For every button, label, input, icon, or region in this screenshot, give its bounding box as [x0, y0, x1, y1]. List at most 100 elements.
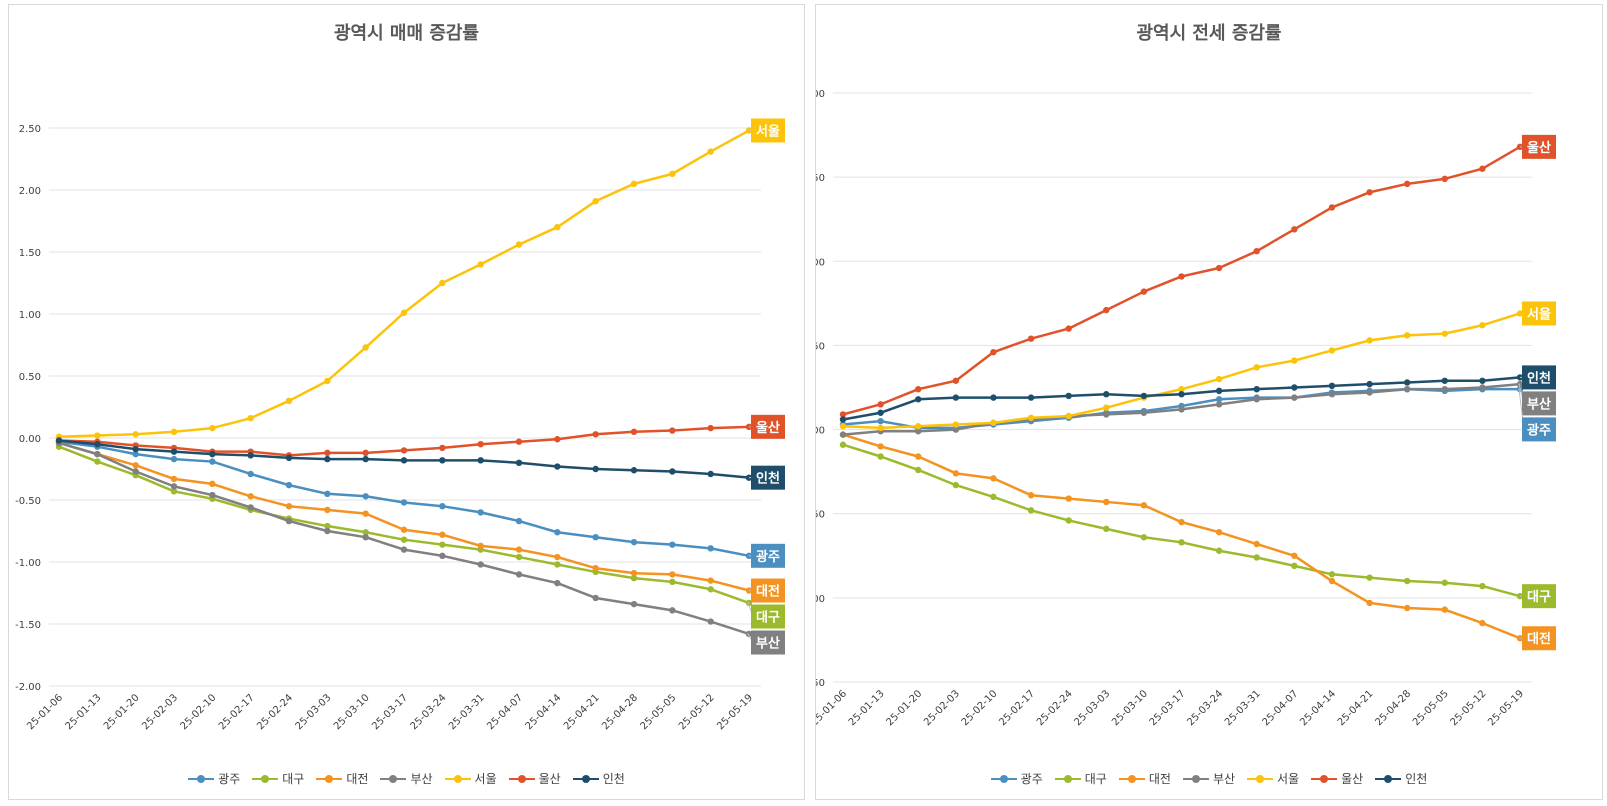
- data-point: [1215, 401, 1223, 408]
- data-point: [362, 534, 369, 541]
- x-tick-label: 25-03-24: [1185, 688, 1225, 728]
- data-point: [1366, 380, 1373, 388]
- data-point: [669, 427, 676, 434]
- data-point: [1215, 264, 1223, 272]
- legend-label: 인천: [602, 772, 625, 786]
- data-point: [915, 423, 922, 430]
- data-point: [630, 428, 638, 435]
- data-point: [707, 545, 714, 552]
- sale-change-chart-panel: 광역시 매매 증감률 2.50 2.00 1.50 1.00 0.50 0.00 -0.50…: [8, 4, 805, 800]
- data-point: [1253, 247, 1260, 255]
- data-point: [915, 396, 922, 403]
- data-point: [707, 577, 714, 584]
- legend-item: 서울: [1247, 770, 1299, 787]
- x-tick-label: 25-03-17: [370, 692, 410, 732]
- legend-item: 부산: [380, 770, 433, 787]
- legend-item: 울산: [508, 770, 561, 787]
- data-point: [170, 488, 178, 495]
- legend-swatch: [508, 774, 535, 784]
- data-point: [554, 463, 561, 470]
- data-point: [132, 462, 139, 469]
- end-label-box: [751, 543, 785, 568]
- data-point: [1291, 562, 1298, 570]
- data-point: [1328, 347, 1336, 354]
- y-tick-label: 1.00: [19, 310, 41, 321]
- data-point: [362, 529, 369, 536]
- data-point: [1291, 552, 1298, 559]
- data-point: [1479, 619, 1486, 627]
- x-tick-label: 25-04-21: [562, 692, 602, 732]
- legend-swatch: [380, 774, 407, 784]
- legend-label: 서울: [474, 772, 497, 786]
- data-point: [1441, 377, 1448, 384]
- data-point: [1479, 582, 1486, 590]
- jeonse-change-chart-panel: 광역시 전세 증감률 2.00 1.50 1.00 0.50 0.00 -0.50 -1.0…: [815, 4, 1603, 800]
- data-point: [877, 424, 884, 432]
- data-point: [1178, 406, 1185, 413]
- data-point: [1140, 534, 1148, 541]
- data-point: [554, 529, 561, 536]
- x-tick-label: 25-02-03: [140, 692, 180, 732]
- data-point: [1253, 364, 1260, 371]
- legend-label: 대전: [1148, 772, 1171, 786]
- data-point: [1441, 175, 1448, 183]
- data-point: [952, 421, 960, 428]
- data-point: [1479, 322, 1486, 329]
- data-point: [877, 453, 884, 460]
- legend-swatch: [1311, 774, 1338, 784]
- data-point: [1178, 539, 1185, 546]
- data-point: [132, 431, 139, 438]
- data-point: [1366, 574, 1373, 581]
- legend-swatch: [252, 774, 279, 784]
- data-point: [400, 526, 408, 533]
- data-point: [1328, 382, 1336, 390]
- data-point: [1215, 396, 1223, 403]
- data-point: [952, 394, 960, 401]
- data-point: [630, 574, 638, 582]
- data-point: [1065, 412, 1072, 420]
- data-point: [515, 438, 523, 445]
- data-point: [1178, 518, 1185, 526]
- data-point: [1140, 502, 1148, 509]
- data-point: [630, 600, 638, 608]
- data-point: [839, 431, 847, 438]
- x-tick-label: 25-03-03: [1073, 688, 1113, 728]
- x-tick-label: 25-02-03: [922, 688, 962, 728]
- data-point: [439, 279, 446, 287]
- data-point: [170, 428, 178, 435]
- data-point: [1027, 414, 1035, 421]
- data-point: [1328, 204, 1336, 211]
- legend-item: 서울: [444, 770, 497, 787]
- data-point: [170, 483, 178, 490]
- data-point: [839, 423, 847, 430]
- x-tick-label: 25-04-28: [600, 692, 640, 732]
- y-tick-label: 2.00: [816, 89, 825, 100]
- data-point: [1366, 337, 1373, 344]
- data-point: [1253, 540, 1260, 548]
- x-tick-label: 25-03-17: [1148, 688, 1188, 728]
- legend-swatch: [1182, 774, 1209, 784]
- end-label-text: 대구: [756, 611, 780, 626]
- y-tick-label: 0.50: [19, 372, 41, 383]
- data-point: [877, 409, 884, 416]
- data-point: [669, 468, 676, 475]
- data-point: [877, 443, 884, 450]
- x-tick-label: 25-02-24: [1035, 688, 1075, 728]
- y-tick-label: -1.00: [15, 558, 41, 569]
- data-point: [554, 224, 561, 231]
- data-point: [439, 444, 446, 452]
- end-label-box: [751, 578, 785, 603]
- legend-item: 인천: [572, 770, 625, 787]
- data-point: [247, 504, 254, 511]
- legend-item: 광주: [990, 770, 1043, 787]
- x-tick-label: 25-01-13: [847, 688, 887, 728]
- data-point: [1215, 547, 1223, 554]
- jeonse-change-line-chart: 2.001.501.000.500.00-0.50-1.00-1.5025-01…: [816, 89, 1556, 728]
- end-label-box: [1522, 365, 1556, 390]
- data-point: [990, 348, 997, 356]
- data-point: [707, 470, 714, 478]
- label-leader-line: [1518, 388, 1525, 430]
- data-point: [477, 542, 484, 550]
- data-point: [1140, 392, 1148, 400]
- data-point: [285, 397, 293, 404]
